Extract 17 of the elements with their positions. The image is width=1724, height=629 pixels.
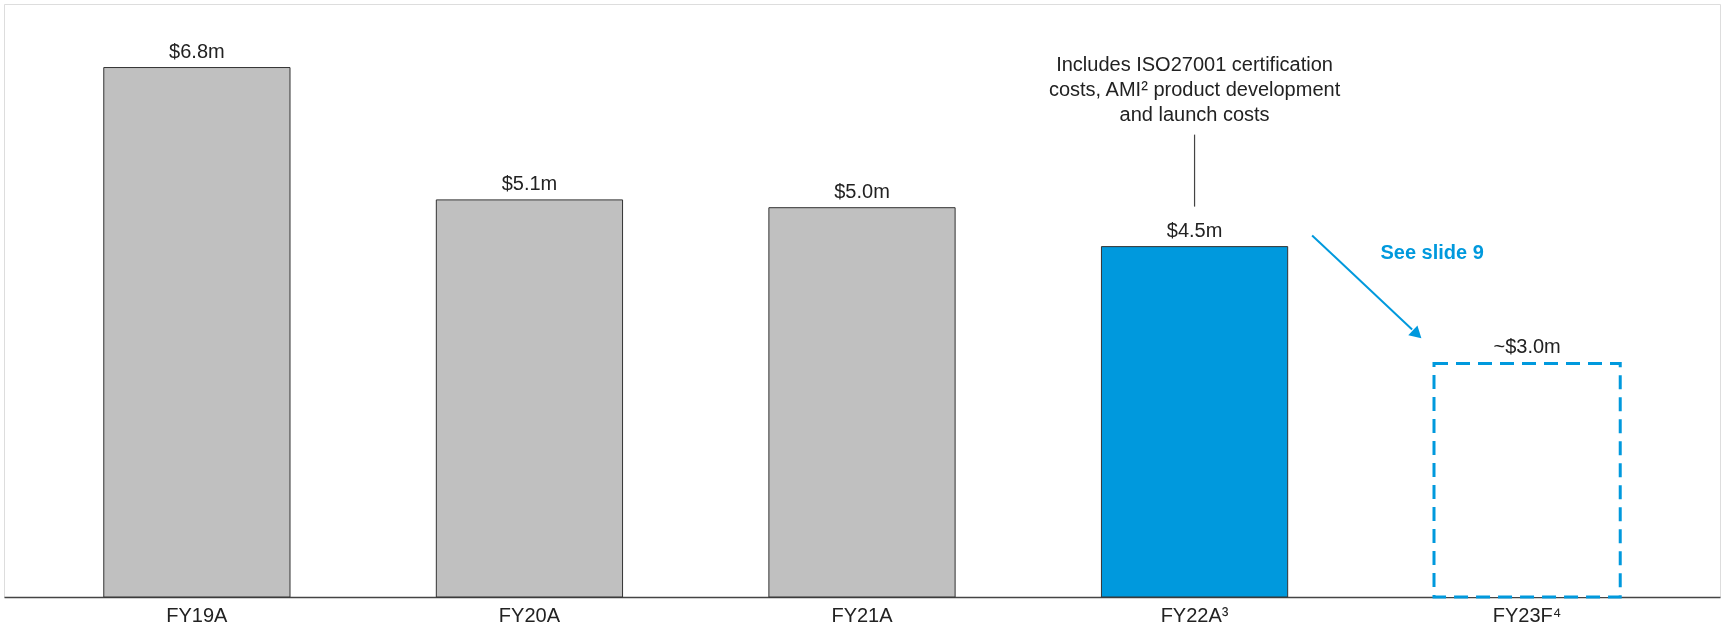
bar: [768, 207, 956, 598]
annotation: See slide 9: [1380, 241, 1484, 264]
bar: [1100, 246, 1289, 598]
x-tick-label: FY19A: [166, 603, 229, 626]
x-tick-label: FY21A: [831, 603, 894, 626]
data-label: ~$3.0m: [1493, 335, 1561, 358]
data-label: $4.5m: [1166, 218, 1223, 241]
data-label: $5.0m: [834, 179, 890, 202]
bar: [435, 199, 624, 598]
annotation: Includes ISO27001 certification costs, AMI² product development and launch costs: [1048, 52, 1341, 125]
bar: [1432, 361, 1622, 599]
data-label: $5.1m: [501, 171, 558, 194]
data-label: $6.8m: [169, 39, 225, 62]
x-tick-label: FY23F⁴: [1492, 603, 1562, 626]
bar: [103, 67, 291, 598]
x-tick-label: FY20A: [498, 603, 561, 626]
x-tick-label: FY22A³: [1160, 603, 1229, 626]
